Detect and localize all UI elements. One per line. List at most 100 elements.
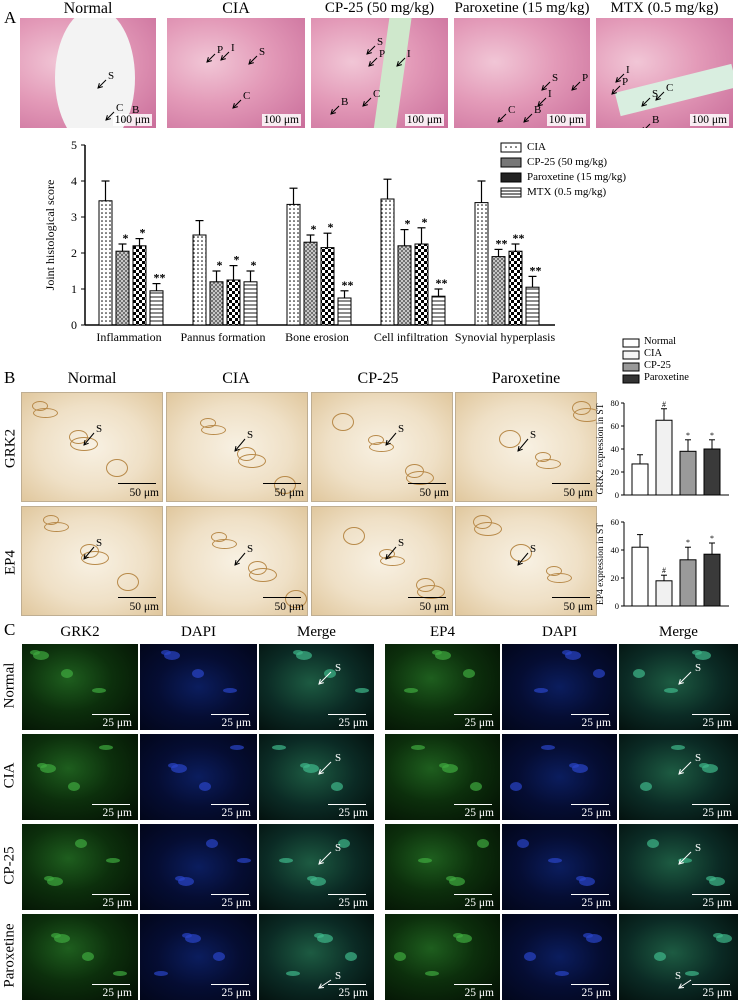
scale-bar	[118, 596, 156, 598]
scale-bar	[571, 983, 609, 985]
ep4-expression-chart: 0 20 40 60 EP4 expression in ST # * *	[596, 517, 729, 611]
scale-bar-label: 25 μm	[221, 717, 252, 729]
scale-bar-label: 25 μm	[581, 897, 612, 909]
scale-bar	[692, 713, 730, 715]
fluorescent-cell	[213, 952, 225, 961]
stained-vessel	[369, 442, 394, 452]
bar	[320, 247, 335, 326]
he-annotation-label: I	[231, 42, 235, 54]
scale-bar	[454, 983, 492, 985]
fluorescent-cell	[296, 651, 312, 660]
scale-bar-label: 50 μm	[129, 487, 160, 499]
legend-swatch	[622, 374, 640, 384]
he-annotation-label: C	[373, 88, 381, 100]
bar	[655, 580, 673, 607]
significance-mark: *	[328, 220, 334, 234]
legend-entry: Paroxetine	[644, 372, 689, 383]
scale-bar	[211, 713, 249, 715]
fluorescence-annotation-label: S	[335, 842, 342, 854]
fluorescent-cell	[671, 745, 685, 750]
fluorescent-cell	[418, 858, 432, 863]
panel-label-c: C	[4, 620, 16, 639]
bar	[431, 295, 446, 326]
annotation-arrow	[362, 97, 372, 107]
he-annotation-label: B	[341, 96, 349, 108]
he-annotation-label: C	[508, 104, 516, 116]
bar	[491, 256, 506, 326]
annotation-arrow	[318, 851, 332, 865]
fluorescent-cell	[40, 764, 56, 773]
bar	[703, 448, 721, 496]
annotation-arrow	[234, 552, 246, 566]
grk2-expression-chart: 0 20 40 60 80 GRK2 expression in ST # * *	[596, 398, 729, 500]
fluorescent-cell	[113, 971, 127, 976]
annotation-arrow	[318, 671, 332, 685]
fluorescent-cell	[654, 952, 666, 961]
bar	[243, 281, 258, 326]
panel-label-b: B	[4, 368, 16, 387]
legend-swatch	[500, 187, 522, 198]
annotation-arrow	[318, 979, 332, 989]
fluorescence-micrograph: S 25 μm	[259, 644, 374, 730]
scale-bar-label: 25 μm	[338, 807, 369, 819]
fluorescent-cell	[185, 934, 201, 943]
scale-bar-label: 25 μm	[102, 717, 133, 729]
annotation-arrow	[678, 851, 692, 865]
fluorescence-column-title: Merge	[297, 624, 336, 640]
legend-entry: Normal	[644, 336, 677, 347]
fluorescence-micrograph: S 25 μm	[259, 914, 374, 1000]
scale-bar	[408, 482, 446, 484]
significance-mark: *	[710, 534, 714, 543]
scale-bar-label: 25 μm	[102, 897, 133, 909]
he-annotation-label: S	[652, 88, 659, 100]
ihc-annotation-label: S	[96, 423, 103, 435]
he-annotation-label: C	[116, 102, 124, 114]
he-annotation-label: S	[552, 72, 559, 84]
fluorescent-cell	[695, 651, 711, 660]
fluorescent-cell	[286, 971, 300, 976]
legend-entry: CP-25	[644, 360, 671, 371]
fluorescent-cell	[565, 651, 581, 660]
he-annotation-label: S	[108, 70, 115, 82]
annotation-arrow	[517, 438, 529, 452]
stained-vessel	[536, 459, 561, 469]
scale-bar-label: 100 μm	[112, 114, 152, 126]
fluorescent-cell	[463, 669, 475, 678]
stained-vessel	[332, 413, 354, 431]
scale-bar-label: 50 μm	[274, 487, 305, 499]
stained-vessel	[106, 459, 128, 477]
scale-bar-label: 50 μm	[563, 487, 594, 499]
he-micrograph: I P C S B 100 μm	[596, 18, 733, 128]
scale-bar-label: 100 μm	[546, 114, 586, 126]
he-micrograph: S C B 100 μm	[20, 18, 156, 128]
stained-vessel	[547, 573, 572, 583]
legend-entry: CIA	[644, 348, 663, 359]
stained-vessel	[274, 476, 296, 494]
fluorescence-micrograph: 25 μm	[140, 644, 257, 730]
legend-swatch	[622, 362, 640, 372]
fluorescent-cell	[541, 745, 555, 750]
he-column-title: Normal	[63, 0, 113, 17]
scale-bar-label: 100 μm	[261, 114, 301, 126]
he-annotation-label: I	[407, 48, 411, 60]
fluorescent-cell	[456, 934, 472, 943]
annotation-arrow	[220, 51, 230, 61]
fluorescence-column-title: DAPI	[541, 624, 577, 640]
significance-mark: *	[405, 217, 411, 231]
bar	[380, 198, 395, 326]
fluorescent-cell	[470, 782, 482, 791]
scale-bar	[692, 893, 730, 895]
annotation-arrow	[318, 761, 332, 775]
scale-bar	[92, 713, 130, 715]
fluorescent-cell	[345, 952, 357, 961]
stained-vessel	[238, 454, 266, 468]
joint-space	[614, 63, 733, 117]
category-label: Synovial hyperplasis	[455, 330, 556, 344]
fluorescence-micrograph: 25 μm	[502, 644, 617, 730]
y-tick-label: 3	[71, 210, 77, 224]
fluorescent-cell	[425, 971, 439, 976]
y-tick-label: 40	[611, 444, 620, 454]
scale-bar	[692, 983, 730, 985]
fluorescent-cell	[510, 782, 522, 791]
fluorescent-cell	[68, 782, 80, 791]
